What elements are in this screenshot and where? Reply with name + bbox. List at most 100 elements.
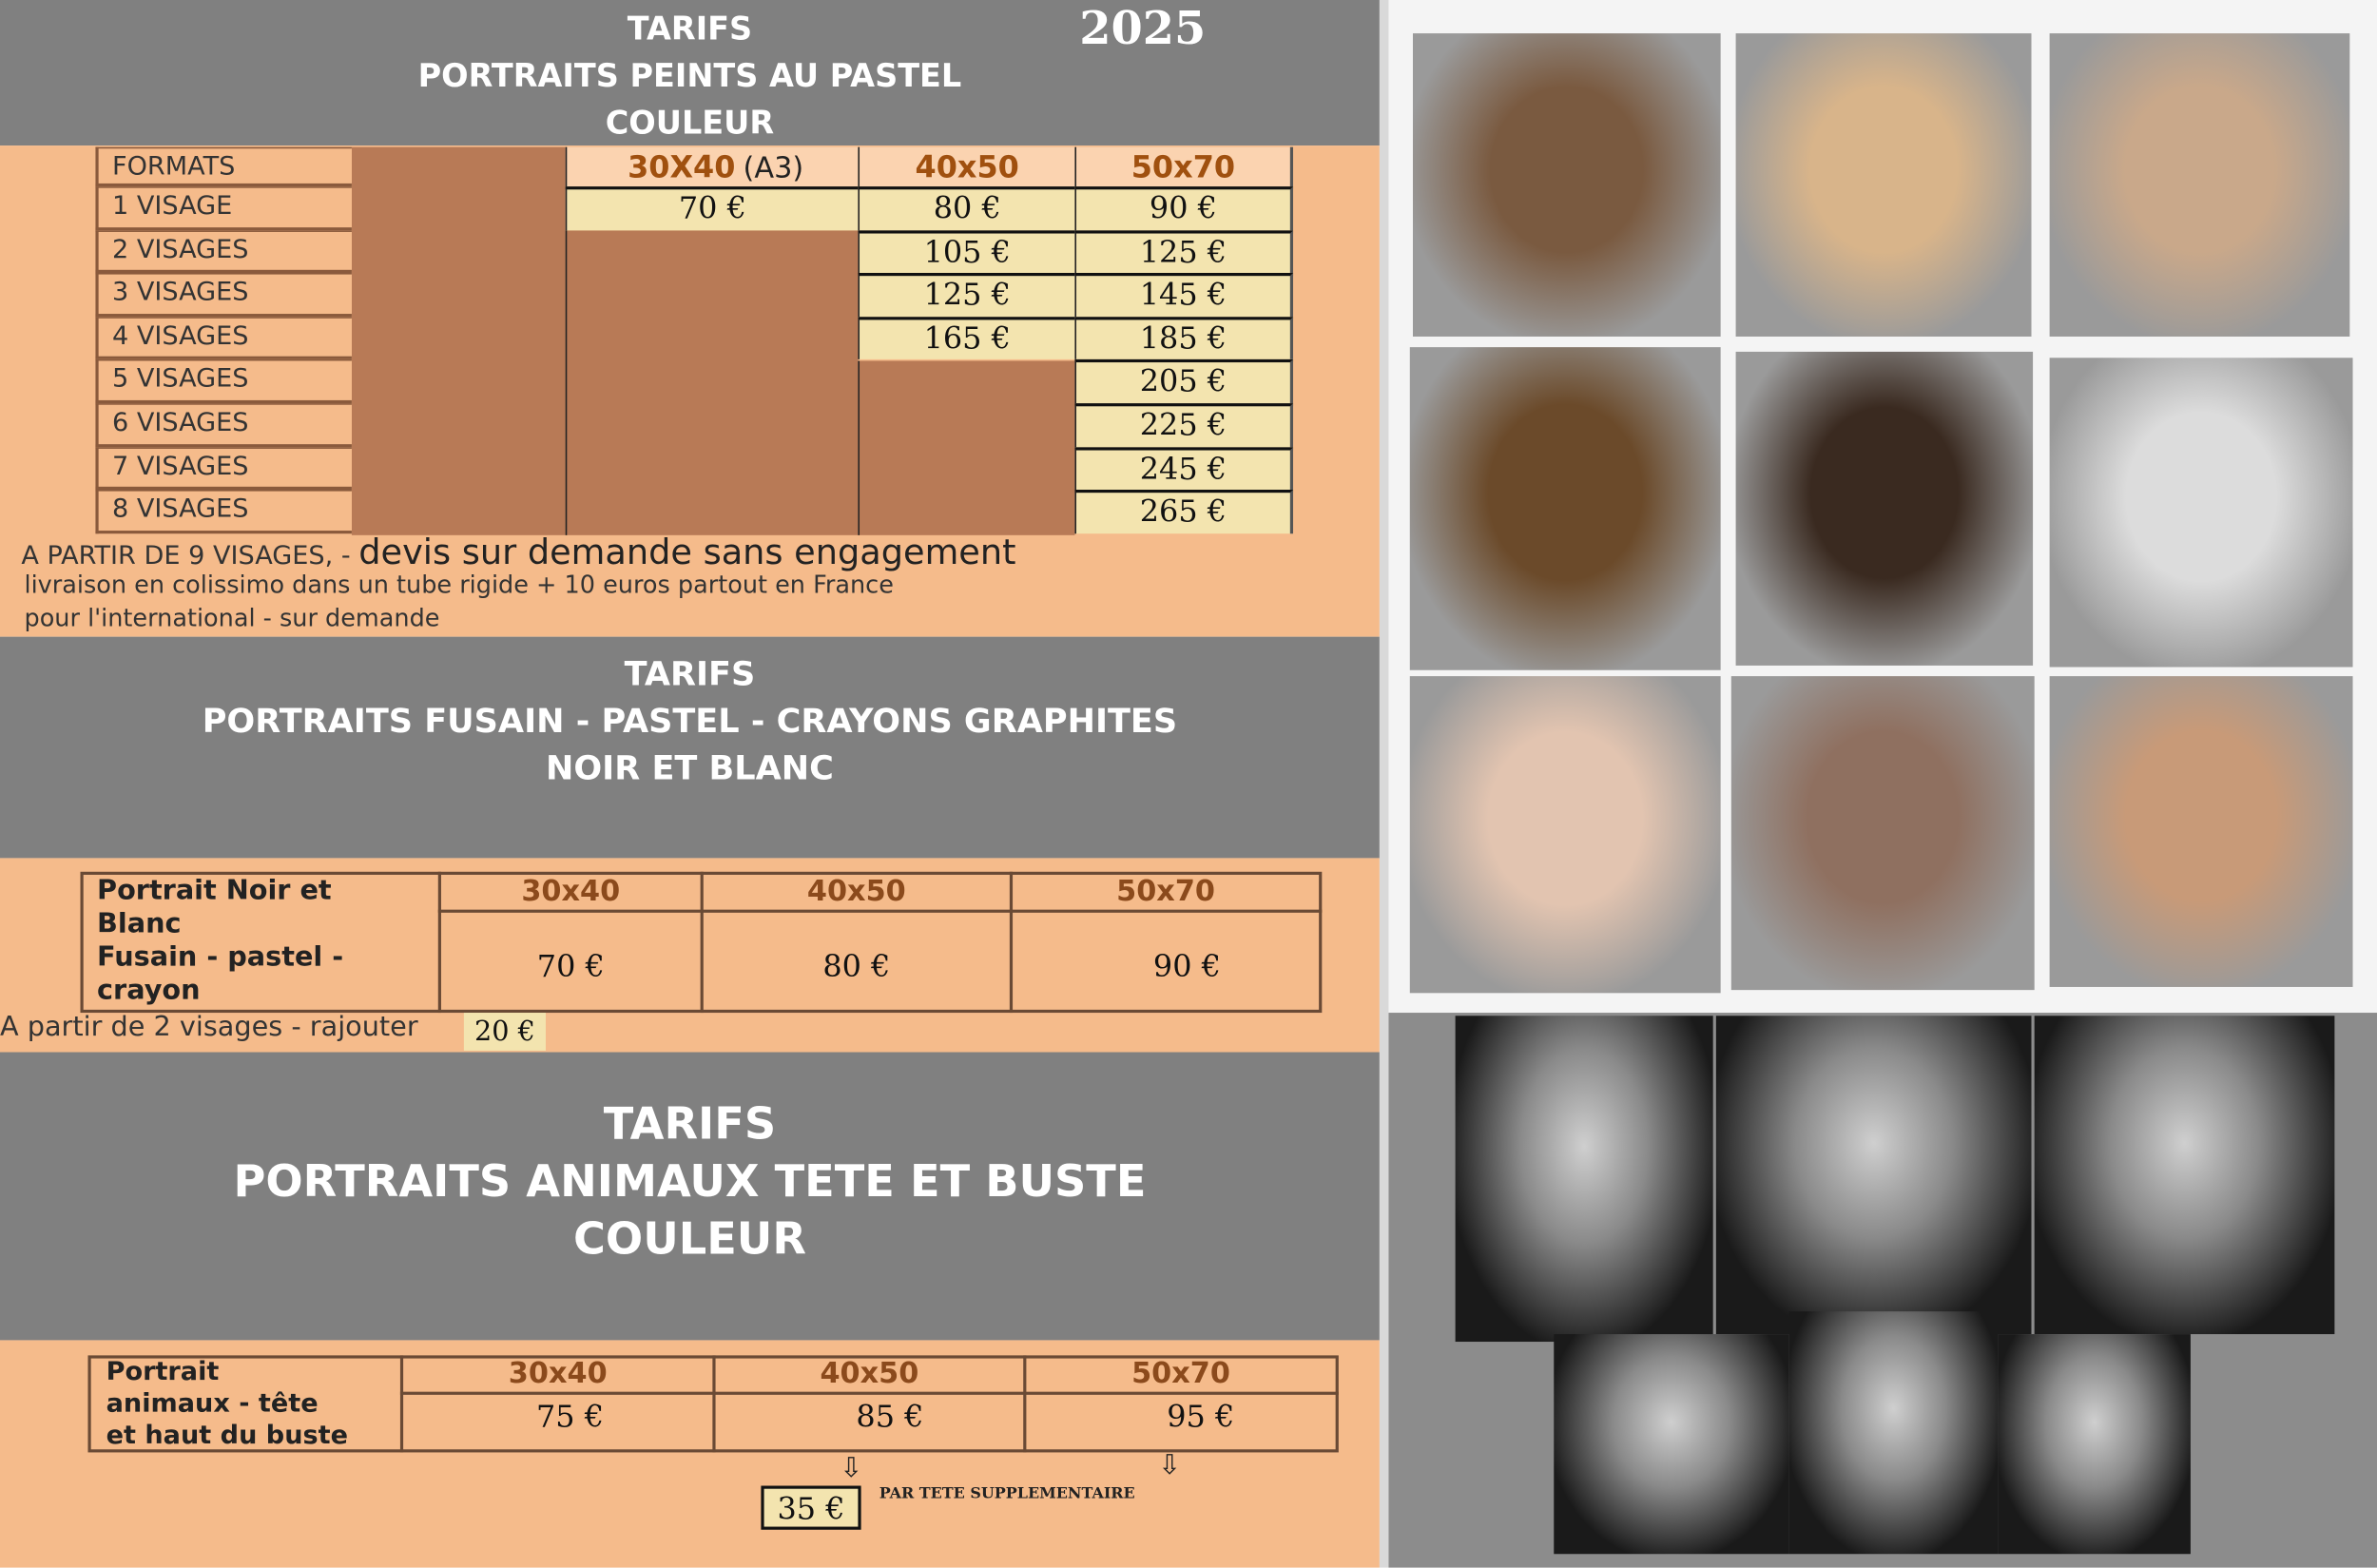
empty-cell — [351, 146, 566, 535]
international-note: pour l'international - sur demande — [24, 603, 440, 632]
empty-cell — [565, 230, 859, 535]
col-header-30x40: 30X40 (A3) — [565, 146, 859, 187]
note-prefix: A PARTIR DE 9 VISAGES, - — [21, 541, 359, 572]
table-divider — [437, 909, 1323, 913]
title-line: NOIR ET BLANC — [546, 750, 834, 789]
col-header-suffix: (A3) — [743, 151, 804, 185]
price-cell: 245 € — [1074, 446, 1294, 491]
row-label: 2 VISAGES — [95, 229, 352, 274]
label-line: Fusain - pastel - — [97, 941, 344, 974]
portrait-footballer — [1788, 1311, 1999, 1555]
note-main: devis sur demande sans engagement — [358, 533, 1016, 573]
price-cell: 205 € — [1074, 359, 1294, 404]
col-header: 50x70 — [1131, 1356, 1230, 1391]
table-divider — [399, 1355, 404, 1453]
title-line: COULEUR — [605, 105, 775, 142]
price-cell: 125 € — [1074, 229, 1294, 274]
portrait-girl-with-cat — [1412, 33, 1721, 337]
portrait-elderly-man — [1730, 676, 2035, 991]
col-header: 40x50 — [820, 1356, 919, 1391]
portrait-young-woman — [2049, 676, 2353, 987]
table-divider — [1023, 1355, 1027, 1453]
year-label: 2025 — [1079, 3, 1207, 56]
section2-header — [0, 636, 1380, 859]
price-cell: 105 € — [858, 229, 1075, 274]
table-divider — [700, 871, 704, 1014]
portrait-man-portrait — [1998, 1334, 2191, 1555]
portrait-dancer — [1554, 1334, 1789, 1555]
delivery-note: livraison en colissimo dans un tube rigi… — [24, 570, 894, 599]
table-divider — [437, 871, 441, 1014]
col-header-40x50: 40x50 — [858, 146, 1075, 187]
section3-body — [0, 1340, 1380, 1568]
empty-cell — [858, 360, 1075, 535]
col-header: 40x50 — [806, 874, 906, 909]
price-cell: 70 € — [565, 186, 859, 230]
arrow-down-icon: ⇩ — [1158, 1449, 1182, 1481]
animal-row-label: Portrait animaux - tête et haut du buste — [106, 1357, 348, 1452]
portrait-blonde-girl — [1735, 33, 2032, 337]
label-line: Portrait — [106, 1356, 220, 1387]
col-header-label: 30X40 — [628, 148, 736, 185]
title-line: PORTRAITS FUSAIN - PASTEL - CRAYONS GRAP… — [202, 703, 1178, 742]
label-line: et haut du buste — [106, 1420, 348, 1451]
row-label: 3 VISAGES — [95, 273, 352, 317]
portrait-cat — [2049, 358, 2353, 668]
title-line: TARIFS — [624, 656, 756, 695]
price-cell: 125 € — [858, 273, 1075, 317]
divider — [1379, 0, 1389, 1568]
extra-head-price: 35 € — [761, 1485, 861, 1530]
row-label: 7 VISAGES — [95, 446, 352, 491]
title-line: TARIFS — [627, 10, 753, 48]
title-line: COULEUR — [572, 1212, 806, 1265]
section2-title: TARIFS PORTRAITS FUSAIN - PASTEL - CRAYO… — [0, 652, 1380, 793]
portrait-rottweiler — [1735, 351, 2034, 666]
price-cell: 80 € — [858, 186, 1075, 230]
row-label: 4 VISAGES — [95, 316, 352, 360]
label-line: crayon — [97, 975, 201, 1007]
price-cell: 165 € — [858, 316, 1075, 360]
table-divider — [1009, 871, 1014, 1014]
extra-face-price: 20 € — [463, 1013, 546, 1051]
title-line: PORTRAITS PEINTS AU PASTEL — [417, 57, 962, 94]
label-line: Blanc — [97, 908, 182, 940]
arrow-down-icon: ⇩ — [840, 1452, 863, 1484]
title-line: PORTRAITS ANIMAUX TETE ET BUSTE — [233, 1154, 1147, 1208]
portrait-man-with-hat — [1455, 1016, 1713, 1343]
row-label: 8 VISAGES — [95, 490, 352, 533]
section2-body — [0, 858, 1380, 1053]
price-cell: 80 € — [822, 947, 891, 984]
price-cell: 145 € — [1074, 273, 1294, 317]
bw-row-label: Portrait Noir et Blanc Fusain - pastel - cr… — [97, 875, 343, 1008]
price-cell: 95 € — [1167, 1398, 1235, 1435]
price-cell: 70 € — [536, 947, 605, 984]
extra-face-note: A partir de 2 visages - rajouter — [0, 1011, 418, 1043]
portrait-german-shepherd — [1409, 347, 1721, 670]
col-header-50x70: 50x70 — [1074, 146, 1294, 187]
section3-title: TARIFS PORTRAITS ANIMAUX TETE ET BUSTE C… — [0, 1094, 1380, 1268]
label-line: animaux - tête — [106, 1388, 319, 1420]
col-header: 50x70 — [1116, 874, 1216, 909]
extra-head-label: PAR TETE SUPPLEMENTAIRE — [879, 1485, 1135, 1503]
portrait-elderly-woman — [1409, 676, 1721, 994]
price-cell: 85 € — [856, 1398, 924, 1435]
quote-note: A PARTIR DE 9 VISAGES, - devis sur deman… — [21, 533, 1015, 572]
price-cell: 90 € — [1074, 186, 1294, 230]
label-line: Portrait Noir et — [97, 874, 332, 907]
portrait-woman-looking-up — [2034, 1016, 2335, 1335]
section1-header — [0, 0, 1380, 146]
portrait-young-woman-bw — [1715, 1016, 2032, 1335]
title-line: TARIFS — [603, 1097, 777, 1150]
section1-title: TARIFS PORTRAITS PEINTS AU PASTEL COULEU… — [0, 6, 1380, 146]
col-header: 30x40 — [521, 874, 621, 909]
portrait-toddler — [2049, 33, 2350, 337]
col-header: 30x40 — [508, 1356, 608, 1391]
price-cell: 75 € — [535, 1398, 604, 1435]
row-label: 1 VISAGE — [95, 186, 352, 230]
section3-header — [0, 1052, 1380, 1341]
table-divider — [399, 1391, 1339, 1395]
price-cell: 265 € — [1074, 490, 1294, 533]
row-label: 5 VISAGES — [95, 359, 352, 404]
formats-label: FORMATS — [95, 146, 352, 187]
